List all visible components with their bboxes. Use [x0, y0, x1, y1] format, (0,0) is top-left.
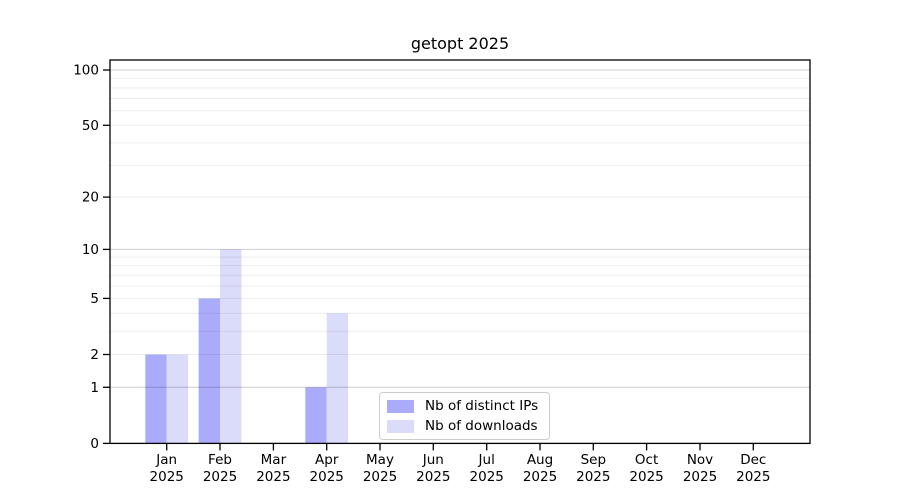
x-tick-label: Apr 2025 — [310, 452, 344, 485]
legend: Nb of distinct IPs Nb of downloads — [379, 392, 551, 440]
x-tick-label: Oct 2025 — [629, 452, 663, 485]
bar-nb-of-downloads-apr — [326, 313, 349, 444]
bar-nb-of-distinct-ips-feb — [198, 298, 220, 444]
legend-item-distinct-ips: Nb of distinct IPs — [387, 398, 538, 414]
y-tick-label: 20 — [82, 190, 99, 206]
chart-title: getopt 2025 — [410, 34, 510, 53]
bar-nb-of-distinct-ips-apr — [305, 387, 327, 444]
x-tick-label: Feb 2025 — [203, 452, 237, 485]
bar-nb-of-downloads-jan — [166, 354, 189, 444]
y-tick-label: 100 — [73, 63, 99, 79]
x-tick-label: Jun 2025 — [416, 452, 450, 485]
y-tick-label: 1 — [90, 380, 99, 396]
x-tick-label: Dec 2025 — [736, 452, 770, 485]
y-tick-label: 50 — [82, 118, 99, 134]
downloads-swatch-icon — [387, 419, 414, 433]
legend-label-distinct-ips: Nb of distinct IPs — [425, 398, 539, 414]
legend-item-downloads: Nb of downloads — [387, 418, 538, 434]
y-tick-label: 2 — [90, 347, 99, 363]
x-tick-label: Jan 2025 — [150, 452, 184, 485]
y-tick-label: 5 — [90, 291, 99, 307]
x-tick-label: Jul 2025 — [470, 452, 504, 485]
distinct-ips-swatch-icon — [387, 399, 414, 413]
bar-nb-of-distinct-ips-jan — [145, 354, 167, 444]
x-tick-label: Sep 2025 — [576, 452, 610, 485]
x-tick-label: Mar 2025 — [256, 452, 290, 485]
x-tick-label: Aug 2025 — [523, 452, 557, 485]
x-tick-label: May 2025 — [363, 452, 397, 485]
bar-nb-of-downloads-feb — [220, 249, 242, 444]
y-tick-label: 10 — [82, 242, 99, 258]
legend-label-downloads: Nb of downloads — [425, 418, 538, 434]
axes-box — [109, 59, 811, 445]
y-tick-label: 0 — [90, 436, 99, 452]
x-tick-label: Nov 2025 — [683, 452, 717, 485]
